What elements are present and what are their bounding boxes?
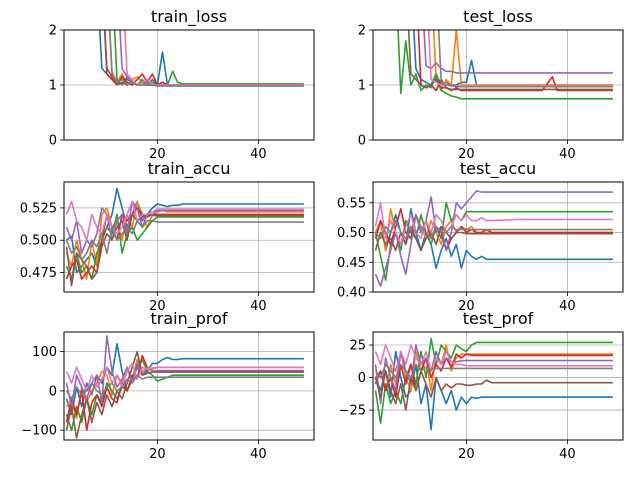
train_prof-series-line: [65, 358, 304, 420]
test_accu-series-line: [374, 202, 613, 246]
y-tick-label: 0.475: [20, 266, 57, 281]
test_prof-series-line: [374, 370, 613, 411]
y-tick-label: 1: [49, 79, 57, 94]
train_loss-panel: 20 40 0 1 2 train_loss: [49, 7, 315, 162]
y-tick-label: 0: [358, 134, 366, 149]
x-tick-label: 20: [149, 447, 166, 462]
test_prof-series-group: [374, 337, 613, 431]
test_accu-panel: 20 40 0.40 0.45 0.50 0.55 test_accu: [337, 159, 624, 314]
train_accu-panel: 20 40 0.475 0.500 0.525 train_accu: [20, 159, 315, 314]
test_accu-series-line: [374, 190, 613, 287]
train_accu-series-line: [65, 220, 304, 261]
x-tick-label: 40: [250, 447, 267, 462]
test_prof-series-line: [374, 344, 613, 372]
y-tick-label: 0.40: [337, 286, 366, 301]
test_loss-series-line: [437, 30, 613, 88]
train_loss-series-line: [108, 30, 304, 87]
y-tick-label: 0.525: [20, 201, 57, 216]
train_prof-axes-frame: [63, 331, 315, 441]
x-tick-label: 20: [458, 299, 475, 314]
test_loss-series-line: [423, 30, 613, 74]
test_loss-series-line: [407, 30, 613, 91]
train_accu-axes-frame: [63, 181, 315, 293]
test_prof-series-line: [374, 353, 613, 398]
y-tick-label: 1: [358, 79, 366, 94]
train_loss-title: train_loss: [151, 7, 227, 27]
y-tick-label: 0: [49, 384, 57, 399]
train_prof-series-line: [65, 335, 304, 408]
test_accu-series-line: [374, 219, 613, 240]
y-tick-label: 0.55: [337, 196, 366, 211]
train_accu-series-line: [65, 207, 304, 280]
train_prof-series-group: [65, 335, 304, 439]
y-tick-label: −25: [339, 404, 366, 419]
test_accu-series-group: [374, 190, 613, 287]
test_accu-axes-frame: [372, 181, 624, 293]
x-tick-label: 40: [250, 299, 267, 314]
x-tick-label: 20: [458, 147, 475, 162]
y-tick-label: 2: [358, 24, 366, 39]
train_accu-series-group: [65, 187, 304, 287]
x-tick-label: 20: [149, 299, 166, 314]
test_loss-title: test_loss: [463, 7, 533, 27]
train_prof-series-line: [65, 350, 304, 439]
test_prof-series-line: [374, 344, 613, 405]
y-tick-label: 0.50: [337, 226, 366, 241]
x-tick-label: 20: [458, 447, 475, 462]
x-tick-label: 20: [149, 147, 166, 162]
train_loss-series-group: [98, 30, 304, 87]
x-tick-label: 40: [559, 447, 576, 462]
y-tick-label: −100: [21, 424, 57, 439]
train_prof-title: train_prof: [150, 309, 227, 329]
y-tick-label: 25: [349, 339, 366, 354]
x-tick-label: 40: [559, 299, 576, 314]
test_prof-axes-frame: [372, 331, 624, 441]
test_prof-series-line: [374, 363, 613, 379]
y-tick-label: 0.45: [337, 256, 366, 271]
train_prof-series-line: [65, 362, 304, 392]
test_loss-panel: 20 40 0 1 2 test_loss: [358, 7, 624, 162]
test_loss-series-group: [397, 30, 613, 100]
y-tick-label: 0: [358, 371, 366, 386]
x-tick-label: 40: [559, 147, 576, 162]
y-tick-label: 0.500: [20, 234, 57, 249]
train_prof-series-line: [65, 374, 304, 400]
test_loss-series-line: [397, 30, 613, 100]
x-tick-label: 40: [250, 147, 267, 162]
y-tick-label: 2: [49, 24, 57, 39]
y-tick-label: 0: [49, 134, 57, 149]
test_accu-title: test_accu: [460, 159, 536, 179]
train_accu-series-line: [65, 200, 304, 241]
train_loss-series-line: [113, 30, 304, 86]
test_loss-series-line: [432, 30, 613, 92]
train_accu-title: train_accu: [148, 159, 231, 179]
test_prof-panel: 20 40 −25 0 25 test_prof: [339, 309, 624, 462]
y-tick-label: 100: [32, 345, 57, 360]
test_prof-title: test_prof: [463, 309, 534, 329]
train_accu-series-line: [65, 213, 304, 287]
train_prof-panel: 20 40 −100 0 100 train_prof: [21, 309, 315, 462]
